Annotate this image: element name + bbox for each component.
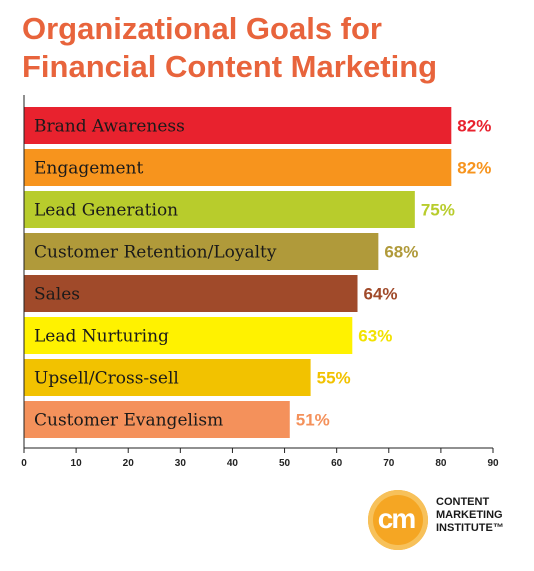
x-tick-label-8: 80: [435, 458, 447, 469]
bar-label-0: Brand Awareness: [34, 117, 185, 137]
x-tick-label-9: 90: [487, 458, 499, 469]
x-tick-label-3: 30: [175, 458, 187, 469]
logo-mark: cm: [377, 503, 416, 534]
logo-text-line-1: CONTENT: [436, 496, 490, 508]
content-marketing-institute-logo: cm CONTENT MARKETING INSTITUTE™: [366, 490, 534, 560]
x-tick-label-2: 20: [123, 458, 135, 469]
bar-label-1: Engagement: [34, 159, 143, 179]
bar-0: [24, 107, 452, 144]
bar-label-6: Upsell/Cross-sell: [34, 369, 179, 389]
bar-label-5: Lead Nurturing: [34, 327, 169, 347]
x-tick-label-4: 40: [227, 458, 239, 469]
bar-label-3: Customer Retention/Loyalty: [34, 243, 277, 263]
x-tick-label-1: 10: [71, 458, 83, 469]
logo-text-line-3: INSTITUTE™: [436, 522, 504, 534]
x-tick-label-5: 50: [279, 458, 291, 469]
value-label-2: 75%: [421, 201, 455, 220]
bar-chart: Brand Awareness 82% Engagement 82% Lead Gene…: [21, 95, 499, 469]
value-label-4: 64%: [364, 285, 398, 304]
bar-6: [24, 359, 311, 396]
bar-3: [24, 233, 379, 270]
value-label-6: 55%: [317, 369, 351, 388]
bar-label-7: Customer Evangelism: [34, 411, 223, 431]
value-label-1: 82%: [457, 159, 491, 178]
chart-title: Organizational Goals for Financial Conte…: [22, 10, 522, 86]
chart-title-line-1: Organizational Goals for: [22, 11, 382, 46]
bar-label-2: Lead Generation: [34, 201, 178, 221]
value-label-7: 51%: [296, 411, 330, 430]
bar-5: [24, 317, 353, 354]
logo-text: CONTENT MARKETING INSTITUTE™: [436, 496, 504, 535]
logo-text-line-2: MARKETING: [436, 509, 503, 521]
value-label-0: 82%: [457, 117, 491, 136]
x-tick-label-7: 70: [383, 458, 395, 469]
x-tick-label-6: 60: [331, 458, 343, 469]
x-tick-label-0: 0: [21, 458, 27, 469]
bar-2: [24, 191, 415, 228]
bar-4: [24, 275, 358, 312]
bar-1: [24, 149, 452, 186]
chart-title-line-2: Financial Content Marketing: [22, 49, 438, 84]
value-label-3: 68%: [384, 243, 418, 262]
bar-7: [24, 401, 290, 438]
logo-circle: [368, 490, 428, 550]
bar-label-4: Sales: [34, 285, 80, 305]
value-label-5: 63%: [358, 327, 392, 346]
